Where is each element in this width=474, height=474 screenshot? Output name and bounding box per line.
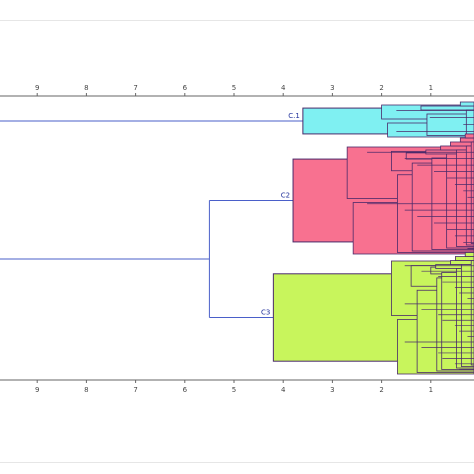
cluster-subblock (464, 133, 474, 139)
cluster-c3: C3 (261, 252, 474, 375)
top-axis-tick-label: 5 (232, 84, 236, 92)
bottom-axis-tick-label: 6 (183, 386, 188, 394)
top-axis-tick-label: 1 (429, 84, 433, 92)
bottom-border-line (0, 462, 474, 463)
bottom-axis-tick-label: 3 (330, 386, 334, 394)
cluster-label-c3: C3 (261, 309, 270, 317)
cluster-subblock (450, 141, 474, 147)
cluster-subblock (465, 109, 474, 135)
top-border-line (0, 20, 474, 21)
cluster-label-c2: C2 (281, 192, 290, 200)
top-axis-tick-label: 8 (84, 84, 88, 92)
top-axis-tick-label: 7 (133, 84, 137, 92)
top-axis-tick-label: 3 (330, 84, 334, 92)
cluster-subblock (464, 252, 474, 257)
top-axis-tick-label: 9 (35, 84, 39, 92)
bottom-axis-tick-label: 8 (84, 386, 88, 394)
bottom-axis-tick-label: 7 (133, 386, 137, 394)
bottom-axis-tick-label: 1 (429, 386, 433, 394)
bottom-axis-tick-label: 9 (35, 386, 39, 394)
top-axis-tick-label: 2 (379, 84, 383, 92)
top-axis-tick-label: 6 (183, 84, 188, 92)
bottom-axis-tick-label: 4 (281, 386, 286, 394)
cluster-subblock (420, 105, 474, 111)
cluster-subblock (465, 145, 474, 246)
cluster-subblock (450, 260, 474, 265)
cluster-subblock (459, 137, 474, 143)
bottom-axis-tick-label: 2 (379, 386, 383, 394)
cluster-c1: C.1 (288, 101, 474, 138)
bottom-axis-tick-label: 5 (232, 386, 236, 394)
top-axis-tick-label: 4 (281, 84, 286, 92)
cluster-label-c1: C.1 (288, 112, 300, 120)
cluster-subblock (459, 101, 474, 107)
cluster-c2: C2 (281, 133, 474, 255)
cluster-subblock (454, 256, 474, 261)
